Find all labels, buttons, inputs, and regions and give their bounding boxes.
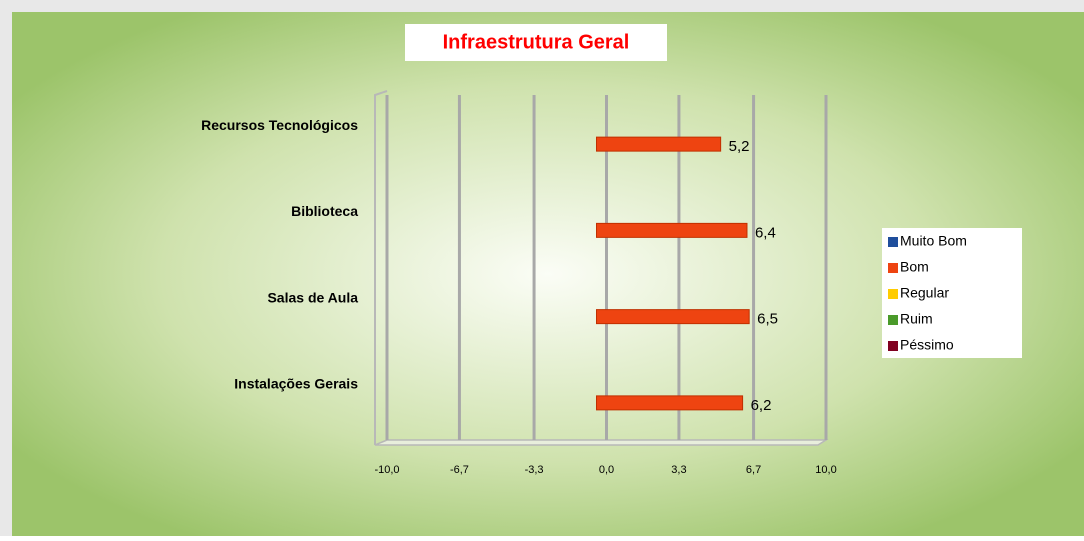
legend-swatch	[888, 263, 898, 273]
bar	[596, 222, 748, 238]
back-wall	[374, 90, 388, 445]
bar	[596, 309, 750, 325]
legend-swatch	[888, 289, 898, 299]
legend-box	[882, 228, 1022, 358]
value-label: 6,5	[757, 311, 778, 328]
legend-swatch	[888, 237, 898, 247]
x-tick-label: 3,3	[671, 464, 686, 476]
floor	[374, 439, 829, 446]
y-tick-label: Recursos Tecnológicos	[201, 117, 358, 133]
x-tick-label: -6,7	[450, 464, 469, 476]
legend-swatch	[888, 341, 898, 351]
chart-title: Infraestrutura Geral	[443, 31, 630, 53]
value-label: 6,4	[755, 224, 776, 241]
x-tick-label: -10,0	[374, 464, 399, 476]
y-tick-label: Biblioteca	[291, 203, 358, 219]
x-tick-label: -3,3	[525, 464, 544, 476]
legend-label: Péssimo	[900, 337, 954, 353]
title-box	[405, 24, 667, 61]
legend-label: Regular	[900, 285, 949, 301]
x-tick-label: 10,0	[815, 464, 836, 476]
value-label: 6,2	[751, 397, 772, 414]
legend-label: Ruim	[900, 311, 933, 327]
legend-swatch	[888, 315, 898, 325]
y-tick-label: Instalações Gerais	[234, 376, 358, 392]
bar	[596, 395, 744, 411]
x-tick-label: 0,0	[599, 464, 614, 476]
legend-label: Bom	[900, 259, 929, 275]
legend-label: Muito Bom	[900, 233, 967, 249]
x-tick-label: 6,7	[746, 464, 761, 476]
bar	[596, 136, 722, 152]
value-label: 5,2	[729, 138, 750, 155]
y-tick-label: Salas de Aula	[267, 289, 358, 305]
